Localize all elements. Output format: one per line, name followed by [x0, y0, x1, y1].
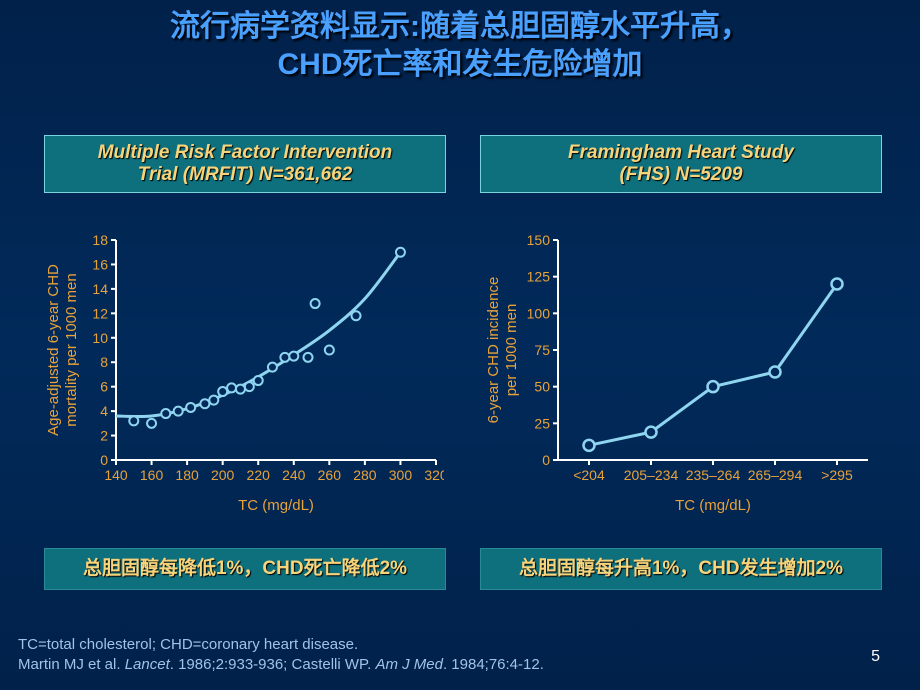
left-heading-line1: Multiple Risk Factor Intervention: [45, 142, 445, 164]
left-caption: 总胆固醇每降低1%，CHD死亡降低2%: [44, 548, 446, 590]
right-caption: 总胆固醇每升高1%，CHD发生增加2%: [480, 548, 882, 590]
svg-text:Age-adjusted 6-year CHD: Age-adjusted 6-year CHD: [45, 264, 62, 436]
svg-text:0: 0: [100, 452, 108, 468]
svg-text:>295: >295: [821, 467, 853, 483]
svg-text:180: 180: [175, 467, 199, 483]
svg-text:14: 14: [92, 281, 108, 297]
svg-text:200: 200: [211, 467, 235, 483]
svg-text:25: 25: [534, 415, 550, 431]
slide: 流行病学资料显示:随着总胆固醇水平升高， CHD死亡率和发生危险增加 Multi…: [0, 0, 920, 690]
svg-text:125: 125: [527, 269, 551, 285]
svg-text:150: 150: [527, 232, 551, 248]
right-heading-line1: Framingham Heart Study: [481, 142, 881, 164]
footnote-line1: TC=total cholesterol; CHD=coronary heart…: [18, 635, 544, 655]
svg-text:<204: <204: [573, 467, 605, 483]
svg-text:260: 260: [318, 467, 342, 483]
svg-text:140: 140: [104, 467, 128, 483]
right-panel-heading: Framingham Heart Study (FHS) N=5209: [480, 135, 882, 193]
svg-text:320: 320: [424, 467, 444, 483]
svg-text:265–294: 265–294: [748, 467, 803, 483]
svg-text:4: 4: [100, 403, 108, 419]
svg-text:300: 300: [389, 467, 413, 483]
svg-text:100: 100: [527, 305, 551, 321]
svg-text:TC (mg/dL): TC (mg/dL): [675, 497, 751, 514]
svg-text:50: 50: [534, 379, 550, 395]
svg-text:16: 16: [92, 256, 108, 272]
svg-text:10: 10: [92, 330, 108, 346]
title-line2: CHD死亡率和发生危险增加: [278, 48, 643, 81]
svg-text:160: 160: [140, 467, 164, 483]
svg-text:235–264: 235–264: [686, 467, 741, 483]
svg-text:280: 280: [353, 467, 377, 483]
svg-text:TC (mg/dL): TC (mg/dL): [238, 497, 314, 514]
svg-text:205–234: 205–234: [624, 467, 679, 483]
left-chart-svg: 0 2 4 6 8 10 12 14 16 18 140 160 180 200 220 240 260 280 3…: [44, 210, 444, 520]
right-chart: 0 25 50 75 100 125 150 <204 205–234 235–264 265–29…: [480, 210, 880, 520]
footnote-line2: Martin MJ et al. Lancet. 1986;2:933-936;…: [18, 655, 544, 675]
svg-text:12: 12: [92, 305, 108, 321]
slide-number: 5: [871, 648, 880, 666]
svg-text:220: 220: [247, 467, 271, 483]
left-chart: 0 2 4 6 8 10 12 14 16 18 140 160 180 200 220 240 260 280 3…: [44, 210, 444, 520]
title-line1: 流行病学资料显示:随着总胆固醇水平升高，: [170, 10, 750, 43]
svg-text:6: 6: [100, 379, 108, 395]
svg-text:75: 75: [534, 342, 550, 358]
left-heading-line2: Trial (MRFIT) N=361,662: [45, 164, 445, 186]
right-chart-svg: 0 25 50 75 100 125 150 <204 205–234 235–264 265–29…: [480, 210, 880, 520]
svg-text:2: 2: [100, 428, 108, 444]
svg-text:18: 18: [92, 232, 108, 248]
svg-text:6-year CHD incidence: 6-year CHD incidence: [485, 277, 502, 424]
svg-text:mortality per 1000 men: mortality per 1000 men: [63, 273, 80, 426]
svg-text:8: 8: [100, 354, 108, 370]
slide-title: 流行病学资料显示:随着总胆固醇水平升高， CHD死亡率和发生危险增加: [0, 8, 920, 83]
svg-text:240: 240: [282, 467, 306, 483]
left-panel-heading: Multiple Risk Factor Intervention Trial …: [44, 135, 446, 193]
footnote: TC=total cholesterol; CHD=coronary heart…: [18, 635, 544, 674]
right-heading-line2: (FHS) N=5209: [481, 164, 881, 186]
svg-text:0: 0: [542, 452, 550, 468]
svg-text:per 1000 men: per 1000 men: [503, 304, 520, 397]
